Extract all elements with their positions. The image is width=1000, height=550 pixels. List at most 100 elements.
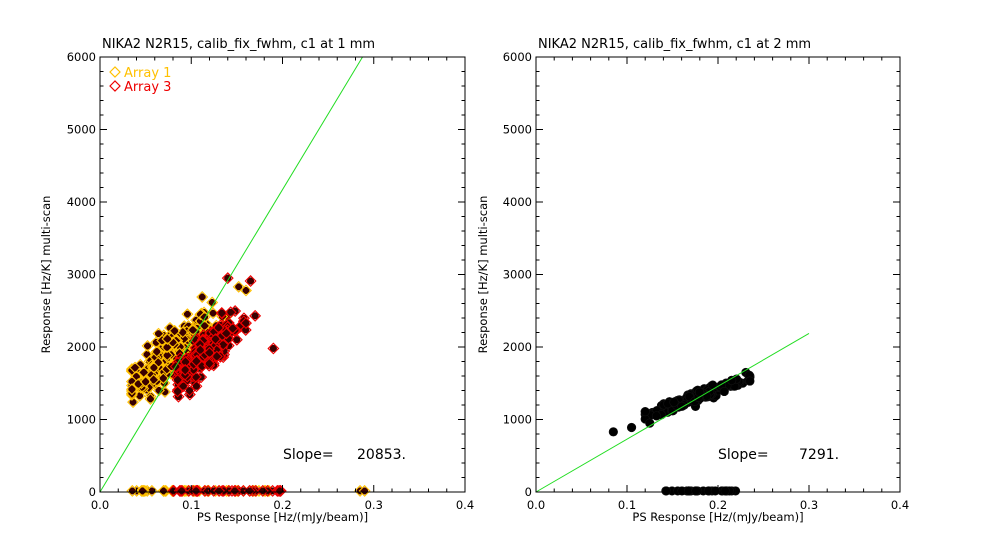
data-point — [194, 344, 207, 357]
data-point-fill — [219, 341, 227, 349]
data-point-fill — [178, 487, 186, 495]
data-point — [691, 486, 701, 496]
data-point-fill — [143, 342, 152, 350]
data-point — [256, 484, 269, 497]
y-tick-label: 5000 — [503, 123, 532, 137]
x-axis-label: PS Response [Hz/(mJy/beam)] — [197, 510, 368, 524]
data-point-fill — [179, 328, 187, 336]
x-tick-label: 0.2 — [709, 498, 727, 512]
data-point — [226, 322, 239, 335]
data-point — [217, 338, 230, 351]
y-tick-label: 1000 — [503, 413, 532, 427]
data-point-fill — [224, 274, 232, 282]
data-point — [169, 360, 182, 373]
data-point-fill — [196, 346, 204, 354]
data-point — [190, 484, 203, 497]
data-point — [203, 357, 216, 370]
data-point-fill — [159, 374, 167, 382]
data-point-fill — [235, 283, 243, 291]
slope-value: 20853. — [357, 447, 406, 463]
data-point-fill — [205, 349, 214, 357]
fit-line — [99, 56, 363, 493]
data-point — [267, 342, 280, 355]
data-point-fill — [138, 487, 147, 495]
data-point-fill — [361, 487, 369, 495]
data-point — [661, 486, 671, 496]
data-point — [210, 350, 223, 363]
y-tick-label: 2000 — [503, 340, 532, 354]
data-point-fill — [159, 487, 168, 495]
data-point-fill — [222, 329, 230, 337]
data-point-fill — [192, 487, 200, 495]
data-point-fill — [173, 387, 182, 395]
y-tick-label: 0 — [525, 485, 532, 499]
data-point-fill — [213, 352, 221, 361]
data-point-fill — [242, 286, 250, 295]
data-point — [719, 386, 729, 397]
data-point-fill — [218, 309, 226, 317]
data-point-fill — [173, 376, 182, 384]
data-point-fill — [163, 343, 171, 351]
data-point-fill — [189, 326, 197, 334]
data-point-fill — [148, 487, 156, 495]
x-tick-label: 0.0 — [527, 498, 545, 512]
data-point — [172, 390, 185, 403]
data-point — [273, 484, 286, 497]
data-point — [125, 383, 138, 396]
data-point-fill — [251, 312, 259, 320]
data-point-fill — [231, 487, 239, 495]
data-point — [213, 484, 226, 497]
fit-line — [535, 332, 810, 493]
data-point-fill — [239, 487, 248, 495]
data-point-fill — [171, 327, 179, 335]
y-tick-label: 6000 — [67, 50, 96, 64]
data-point-fill — [211, 335, 220, 343]
data-point — [139, 375, 152, 388]
data-point — [141, 339, 154, 352]
y-tick-label: 3000 — [503, 268, 532, 282]
legend: Array 1 Array 3 — [109, 66, 171, 95]
plot-frame — [99, 56, 466, 493]
data-point-fill — [163, 351, 171, 359]
y-tick-label: 4000 — [67, 195, 96, 209]
data-point — [608, 427, 618, 437]
data-point — [244, 275, 257, 288]
data-point — [157, 484, 170, 497]
data-point — [181, 308, 194, 321]
data-point-fill — [215, 487, 223, 495]
legend-marker-array1 — [109, 66, 121, 78]
data-point — [190, 355, 203, 368]
data-point — [626, 422, 637, 433]
data-point — [640, 407, 650, 417]
data-point — [249, 309, 262, 322]
chart-title: NIKA2 N2R15, calib_fix_fwhm, c1 at 1 mm — [102, 37, 375, 52]
data-point-fill — [150, 364, 158, 372]
data-point-fill — [140, 368, 148, 376]
panel-1mm: NIKA2 N2R15, calib_fix_fwhm, c1 at 1 mm … — [39, 37, 474, 524]
data-point-fill — [201, 322, 209, 330]
data-point-fill — [131, 364, 139, 372]
data-point — [187, 363, 200, 376]
data-point — [136, 484, 149, 497]
legend-label-array3: Array 3 — [124, 80, 171, 95]
panel-2mm: NIKA2 N2R15, calib_fix_fwhm, c1 at 2 mm … — [476, 37, 909, 524]
x-tick-label: 0.1 — [618, 498, 636, 512]
data-point — [179, 363, 192, 376]
data-point — [178, 368, 191, 381]
data-point — [177, 332, 190, 345]
data-point-fill — [129, 398, 137, 406]
data-point — [207, 307, 220, 320]
data-point-fill — [276, 487, 284, 495]
data-point-fill — [128, 487, 136, 495]
slope-label: Slope= — [283, 447, 334, 463]
data-point-fill — [154, 330, 163, 338]
data-point — [232, 280, 245, 293]
data-point-fill — [242, 326, 250, 334]
data-points-2mm — [608, 367, 755, 496]
y-tick-label: 3000 — [67, 268, 96, 282]
x-tick-label: 0.3 — [800, 498, 818, 512]
data-point — [651, 411, 662, 421]
slope-value: 7291. — [799, 447, 839, 463]
x-tick-label: 0.4 — [456, 498, 474, 512]
y-tick-label: 6000 — [503, 50, 532, 64]
